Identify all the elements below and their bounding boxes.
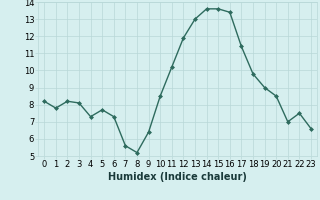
X-axis label: Humidex (Indice chaleur): Humidex (Indice chaleur) — [108, 172, 247, 182]
